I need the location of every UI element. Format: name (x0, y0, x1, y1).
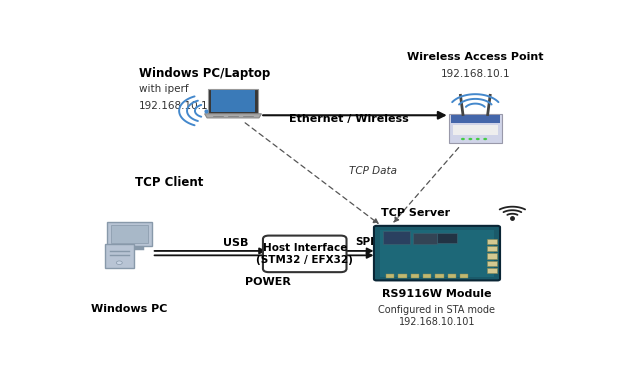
FancyBboxPatch shape (410, 274, 419, 278)
Text: POWER: POWER (245, 277, 290, 288)
FancyBboxPatch shape (386, 274, 394, 278)
FancyBboxPatch shape (423, 274, 431, 278)
Text: USB: USB (223, 238, 248, 248)
FancyBboxPatch shape (487, 253, 496, 259)
Text: TCP Client: TCP Client (135, 176, 203, 189)
Text: Ethernet / Wireless: Ethernet / Wireless (290, 114, 409, 124)
Polygon shape (453, 125, 498, 135)
FancyBboxPatch shape (437, 232, 457, 243)
FancyBboxPatch shape (263, 236, 346, 272)
FancyBboxPatch shape (105, 244, 134, 268)
FancyBboxPatch shape (487, 239, 496, 244)
FancyBboxPatch shape (448, 274, 456, 278)
Text: TCP Data: TCP Data (349, 166, 397, 176)
FancyBboxPatch shape (398, 274, 406, 278)
FancyBboxPatch shape (487, 261, 496, 266)
Circle shape (461, 138, 465, 140)
Text: Configured in STA mode: Configured in STA mode (378, 306, 495, 316)
Polygon shape (205, 114, 262, 118)
Text: Windows PC: Windows PC (91, 304, 167, 314)
FancyBboxPatch shape (435, 274, 443, 278)
Text: RS9116W Module: RS9116W Module (382, 289, 491, 299)
Text: SPI/SDIO: SPI/SDIO (355, 237, 407, 247)
FancyBboxPatch shape (413, 232, 437, 244)
Text: 192.168.10.100: 192.168.10.100 (139, 100, 222, 111)
Circle shape (468, 138, 472, 140)
FancyBboxPatch shape (487, 268, 496, 273)
FancyBboxPatch shape (449, 114, 501, 143)
Text: Host Interface
(STM32 / EFX32): Host Interface (STM32 / EFX32) (256, 243, 353, 265)
Text: TCP Server: TCP Server (382, 208, 450, 218)
Text: 192.168.10.1: 192.168.10.1 (440, 69, 510, 79)
Text: Wireless Access Point: Wireless Access Point (407, 52, 544, 62)
FancyBboxPatch shape (487, 246, 496, 251)
Circle shape (116, 261, 122, 265)
FancyBboxPatch shape (107, 222, 152, 246)
FancyBboxPatch shape (110, 225, 148, 243)
FancyBboxPatch shape (460, 274, 468, 278)
Text: Windows PC/Laptop: Windows PC/Laptop (139, 67, 271, 80)
Polygon shape (211, 90, 255, 112)
FancyBboxPatch shape (374, 226, 500, 280)
Polygon shape (450, 115, 500, 123)
Circle shape (483, 138, 487, 140)
Text: 192.168.10.101: 192.168.10.101 (399, 317, 475, 327)
Text: with iperf: with iperf (139, 84, 189, 94)
Circle shape (476, 138, 480, 140)
FancyBboxPatch shape (383, 231, 410, 244)
Polygon shape (208, 89, 258, 114)
FancyBboxPatch shape (380, 230, 494, 277)
